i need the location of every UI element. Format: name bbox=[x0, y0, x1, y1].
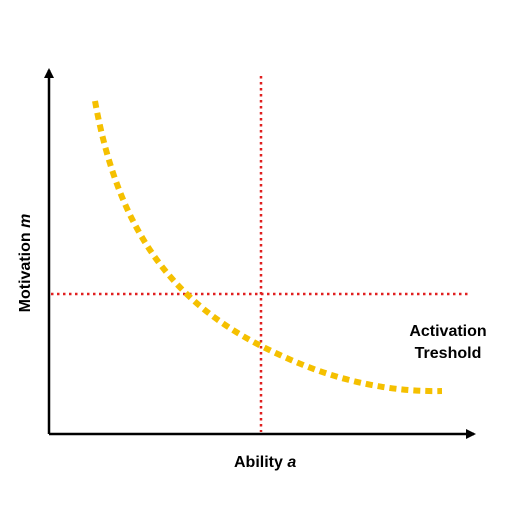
y-axis-label: Motivation m bbox=[17, 214, 35, 313]
activation-threshold-curve bbox=[92, 100, 443, 395]
y-axis-name: Motivation bbox=[17, 232, 34, 313]
y-axis-variable: m bbox=[17, 213, 34, 228]
x-axis-label: Ability a bbox=[234, 454, 296, 472]
activation-label-line1: Activation bbox=[409, 323, 487, 340]
x-axis-name: Ability bbox=[234, 454, 283, 471]
activation-threshold-label: Activation Treshold bbox=[388, 321, 507, 365]
x-axis-variable: a bbox=[287, 454, 297, 471]
activation-label-line2: Treshold bbox=[414, 345, 482, 362]
